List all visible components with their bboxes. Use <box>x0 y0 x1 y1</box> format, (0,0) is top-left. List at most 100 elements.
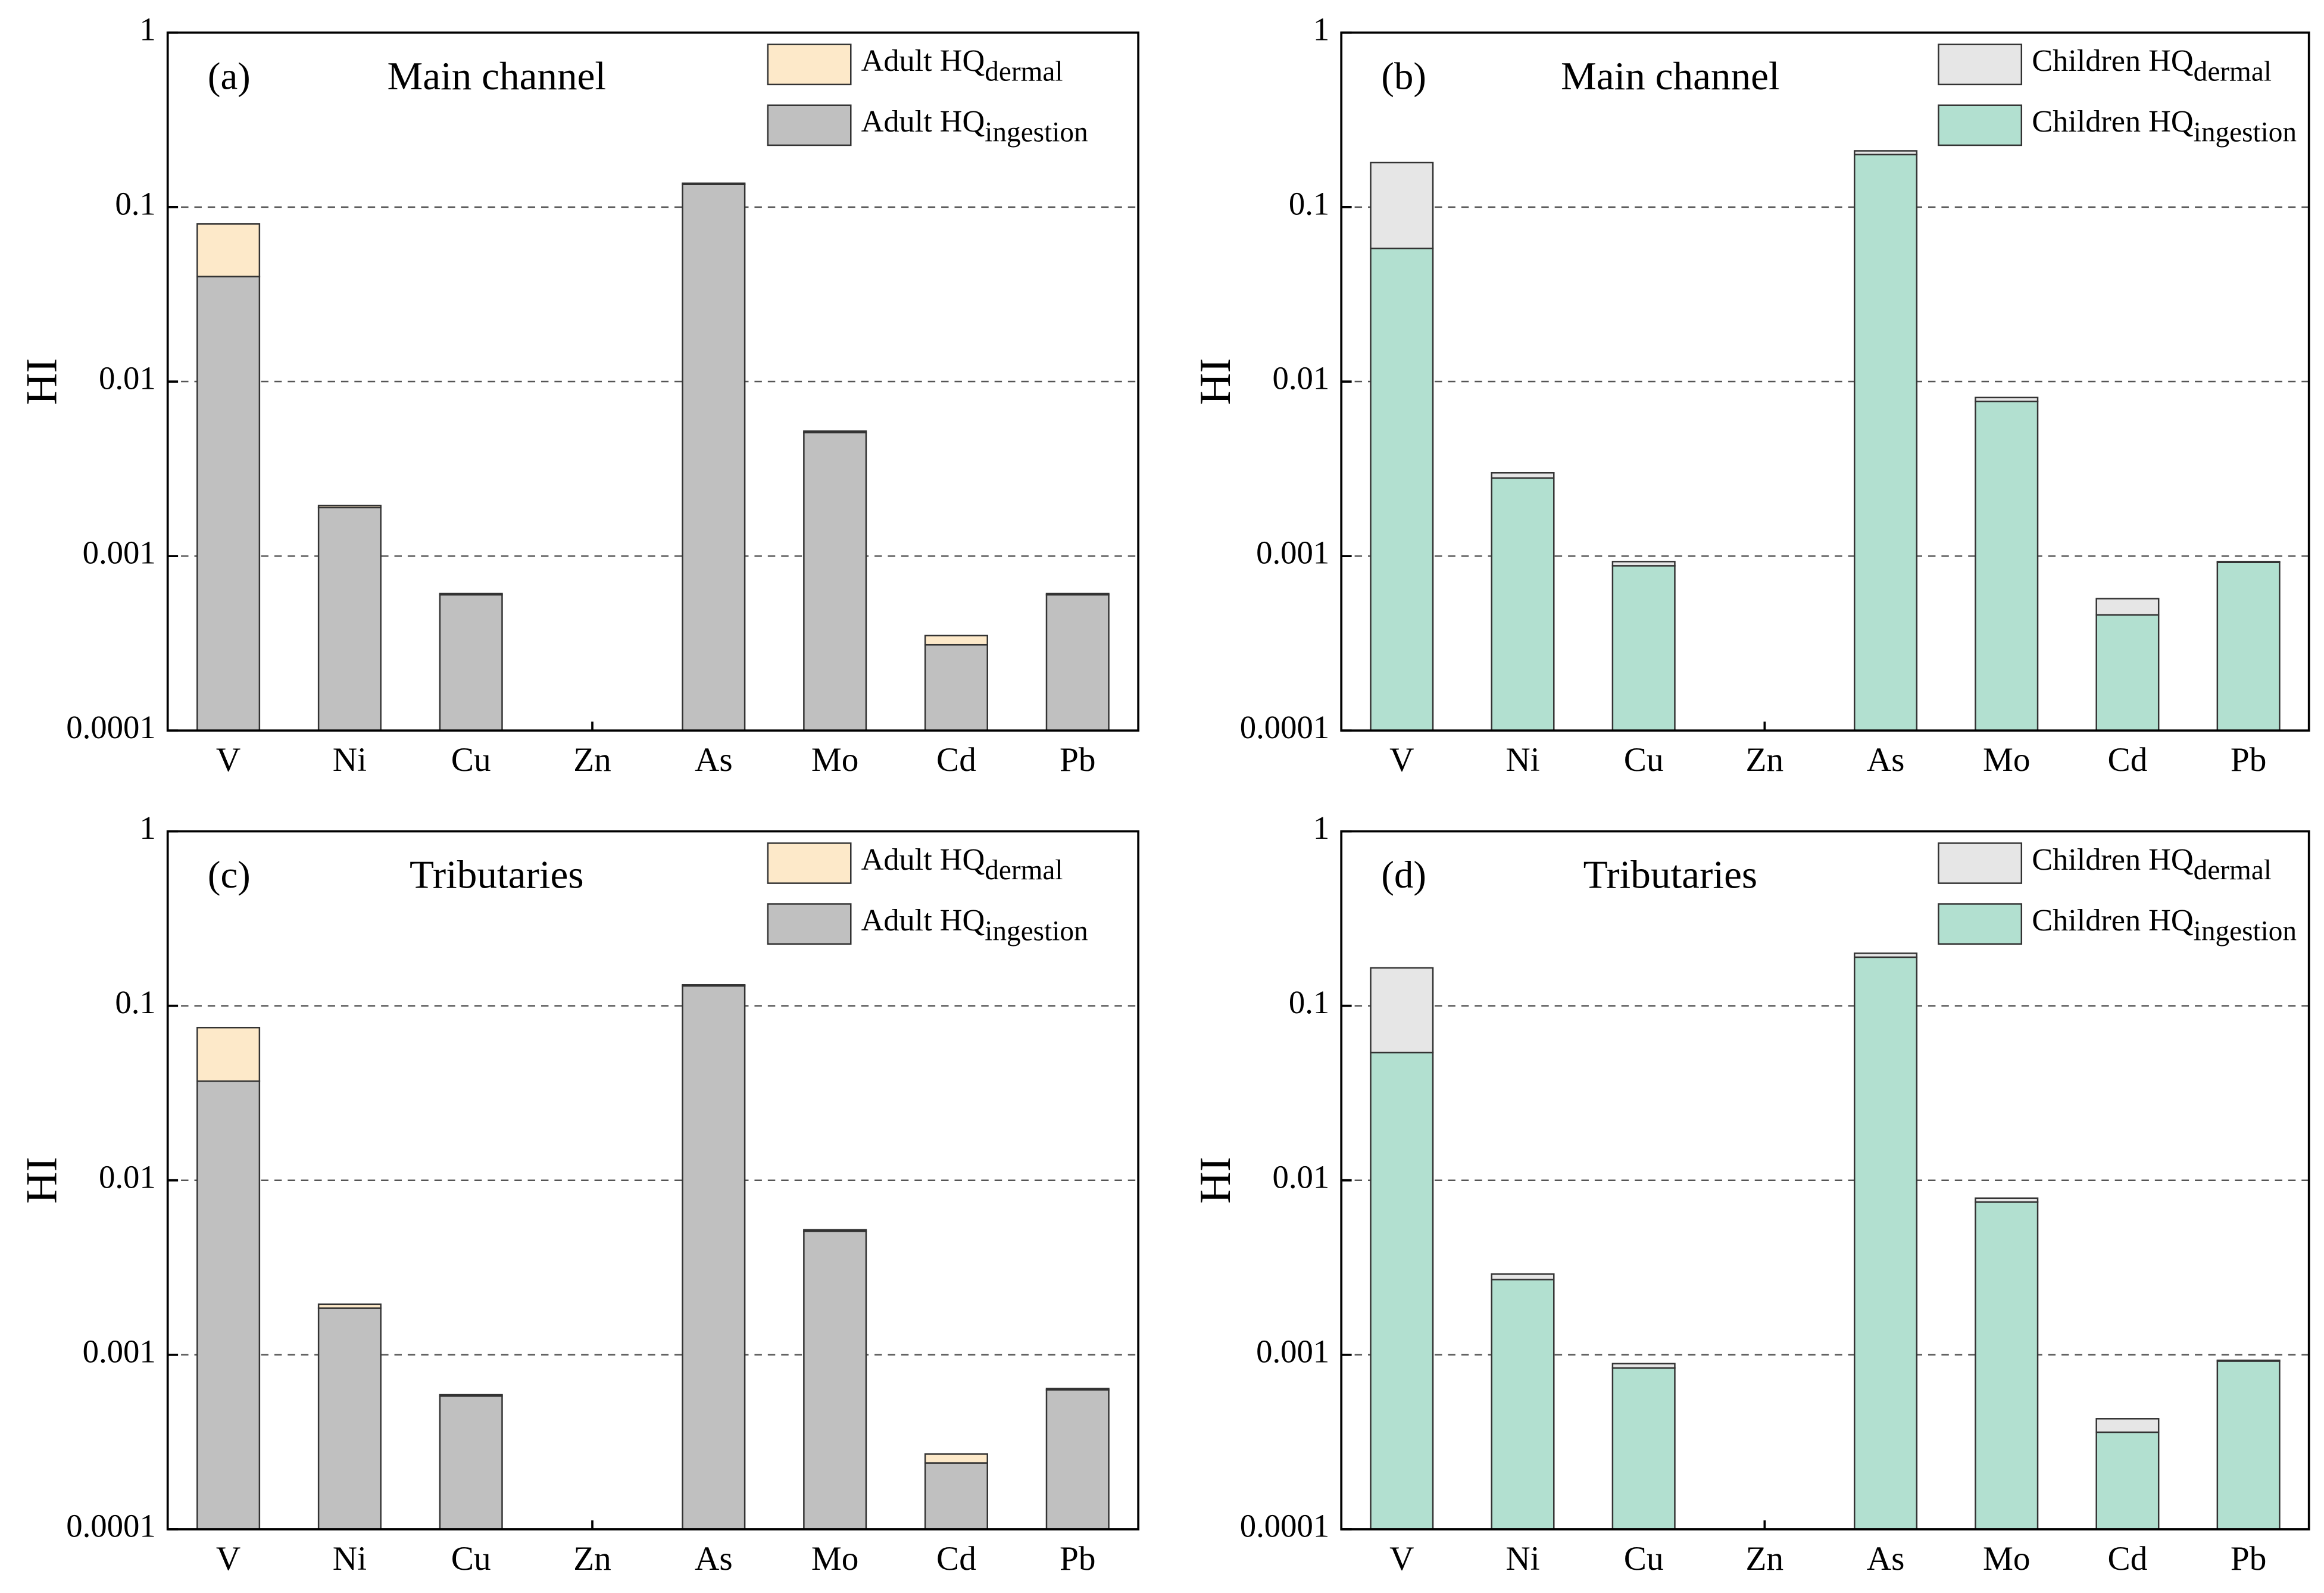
legend-label: Children HQdermal <box>2032 842 2272 886</box>
bar-segment <box>924 644 988 732</box>
legend-label: Adult HQingestion <box>861 104 1088 148</box>
bar-segment <box>924 635 988 646</box>
y-tick-label: 1 <box>139 11 155 47</box>
x-tick-label: Cu <box>451 1540 491 1578</box>
y-tick-label: 0.1 <box>1289 984 1329 1020</box>
legend-subscript: dermal <box>985 56 1063 87</box>
x-tick-label: V <box>216 741 240 779</box>
bar-segment <box>2216 1359 2281 1362</box>
x-tick-label: Cu <box>1624 741 1664 779</box>
legend-label: Adult HQingestion <box>861 903 1088 947</box>
x-tick-label: Ni <box>333 741 367 779</box>
legend-name: Adult HQ <box>861 842 985 877</box>
x-tick-label: As <box>695 1540 733 1578</box>
x-tick-label: Mo <box>1983 1540 2031 1578</box>
x-tick-label: Mo <box>1983 741 2031 779</box>
legend-subscript: dermal <box>985 855 1063 886</box>
legend-label: Adult HQdermal <box>861 842 1063 886</box>
bar-segment <box>1491 1279 1555 1530</box>
plot-frame <box>1340 31 2310 732</box>
bar-segment <box>924 1462 988 1530</box>
x-tick-label: V <box>216 1540 240 1578</box>
panel-title: Main channel <box>387 54 606 98</box>
bar-segment <box>439 1395 503 1530</box>
bar-segment <box>1854 956 1918 1530</box>
bar-segment <box>196 276 261 732</box>
x-tick-label: Pb <box>2231 741 2266 779</box>
x-tick-label: Pb <box>1060 1540 1095 1578</box>
bar-segment <box>1854 150 1918 155</box>
bar-segment <box>1370 1051 1434 1530</box>
y-tick-label: 0.001 <box>83 535 156 571</box>
bar-segment <box>196 1026 261 1082</box>
bar-segment <box>1370 161 1434 249</box>
legend-swatch <box>1938 104 2023 146</box>
bar-segment <box>1854 154 1918 732</box>
bar-segment <box>1045 1388 1110 1391</box>
bar-segment <box>2216 561 2281 563</box>
bar-segment <box>1491 472 1555 479</box>
x-tick-label: Cd <box>936 741 976 779</box>
legend-subscript: ingestion <box>985 117 1088 148</box>
bar-segment <box>2095 614 2160 732</box>
y-tick-label: 0.0001 <box>66 709 156 745</box>
bar-segment <box>439 592 503 596</box>
x-tick-label: Cd <box>2108 1540 2148 1578</box>
bar-segment <box>1611 1363 1676 1369</box>
bar-segment <box>924 1453 988 1464</box>
x-tick-label: Ni <box>1505 1540 1539 1578</box>
y-tick-label: 0.001 <box>1256 1333 1329 1369</box>
legend-name: Children HQ <box>2032 43 2193 78</box>
y-tick-label: 0.1 <box>115 185 155 221</box>
x-tick-label: As <box>1867 1540 1905 1578</box>
legend-subscript: dermal <box>2194 855 2272 886</box>
bar-segment <box>803 430 867 433</box>
legend-label: Children HQdermal <box>2032 43 2272 87</box>
y-axis-label: HI <box>17 358 67 405</box>
legend-swatch <box>767 903 852 945</box>
legend-name: Adult HQ <box>861 104 985 139</box>
x-tick-label: Cu <box>451 741 491 779</box>
legend-label: Children HQingestion <box>2032 104 2297 148</box>
plot-frame <box>166 31 1140 732</box>
legend-name: Adult HQ <box>861 43 985 78</box>
legend-name: Children HQ <box>2032 842 2193 877</box>
legend-swatch <box>1938 842 2023 884</box>
bar-segment <box>803 432 867 732</box>
bar-segment <box>1045 592 1110 596</box>
bar-segment <box>1045 594 1110 732</box>
bar-segment <box>196 1080 261 1530</box>
panel-title: Tributaries <box>1583 852 1757 897</box>
legend-swatch <box>767 104 852 146</box>
legend-label: Children HQingestion <box>2032 903 2297 947</box>
y-tick-label: 0.01 <box>1272 1158 1329 1195</box>
y-tick-label: 0.01 <box>1272 360 1329 396</box>
bar-segment <box>1611 1367 1676 1530</box>
y-tick-label: 0.01 <box>99 360 156 396</box>
x-tick-label: Cd <box>936 1540 976 1578</box>
y-tick-label: 0.0001 <box>1240 1508 1330 1544</box>
bar-segment <box>439 1394 503 1397</box>
bar-segment <box>1975 401 2039 732</box>
y-tick-label: 0.1 <box>115 984 155 1020</box>
x-tick-label: As <box>695 741 733 779</box>
x-tick-label: V <box>1389 1540 1414 1578</box>
bar-segment <box>682 984 746 987</box>
bar-segment <box>2095 598 2160 616</box>
bar-segment <box>1370 247 1434 732</box>
bar-segment <box>803 1230 867 1530</box>
y-tick-label: 1 <box>139 810 155 846</box>
bar-segment <box>1854 952 1918 958</box>
bar-segment <box>1975 1197 2039 1203</box>
panel-label: (b) <box>1381 54 1426 97</box>
y-tick-label: 0.001 <box>83 1333 156 1369</box>
bar-segment <box>682 182 746 185</box>
bar-segment <box>1975 396 2039 402</box>
bar-segment <box>1975 1201 2039 1530</box>
x-tick-label: Ni <box>333 1540 367 1578</box>
x-tick-label: Zn <box>573 1540 611 1578</box>
legend-subscript: ingestion <box>2194 117 2297 148</box>
legend-swatch <box>767 842 852 884</box>
x-tick-label: Cu <box>1624 1540 1664 1578</box>
